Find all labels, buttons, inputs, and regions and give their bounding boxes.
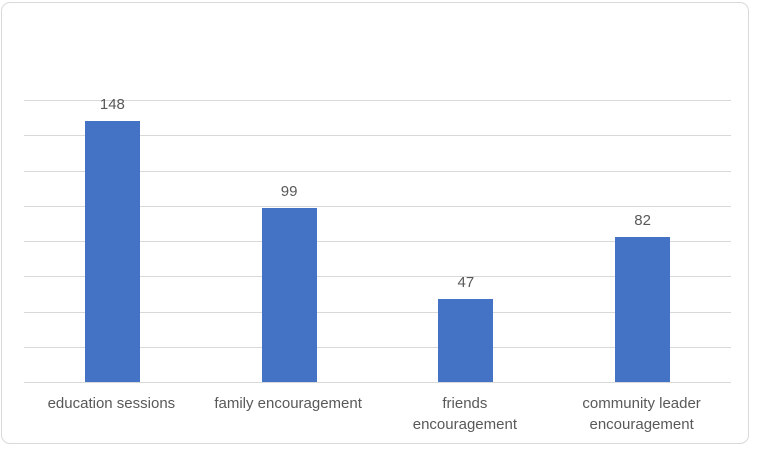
gridline (24, 205, 731, 207)
data-label: 99 (280, 182, 298, 200)
plot-area: 148 99 47 82 (24, 96, 731, 383)
gridline (24, 135, 731, 137)
data-label: 148 (99, 96, 125, 114)
category-label: family encouragement (199, 393, 377, 414)
data-label: 47 (457, 274, 475, 292)
gridline (24, 311, 731, 313)
category-label: friends encouragement (376, 393, 554, 435)
bar-friends-encouragement (438, 299, 494, 382)
category-label-line: community leader (582, 395, 701, 412)
gridline (24, 346, 731, 348)
category-label: community leader encouragement (553, 393, 731, 435)
bar-community-leader-encouragement (615, 237, 671, 382)
gridline (24, 170, 731, 172)
category-label-line: encouragement (412, 416, 517, 433)
category-label: education sessions (22, 393, 200, 414)
category-label-line: education sessions (47, 395, 176, 412)
category-label-line: encouragement (589, 416, 694, 433)
gridline (24, 276, 731, 278)
x-axis-line (24, 382, 731, 383)
gridline (24, 241, 731, 242)
data-label: 82 (634, 212, 651, 230)
gridline (24, 100, 731, 101)
category-label-line: family encouragement (214, 395, 362, 412)
chart-frame: 148 99 47 82 education sessions family encou… (1, 2, 749, 444)
bar-education-sessions (84, 121, 140, 382)
category-label-line: friends (442, 395, 488, 412)
bar-family-encouragement (261, 207, 317, 382)
